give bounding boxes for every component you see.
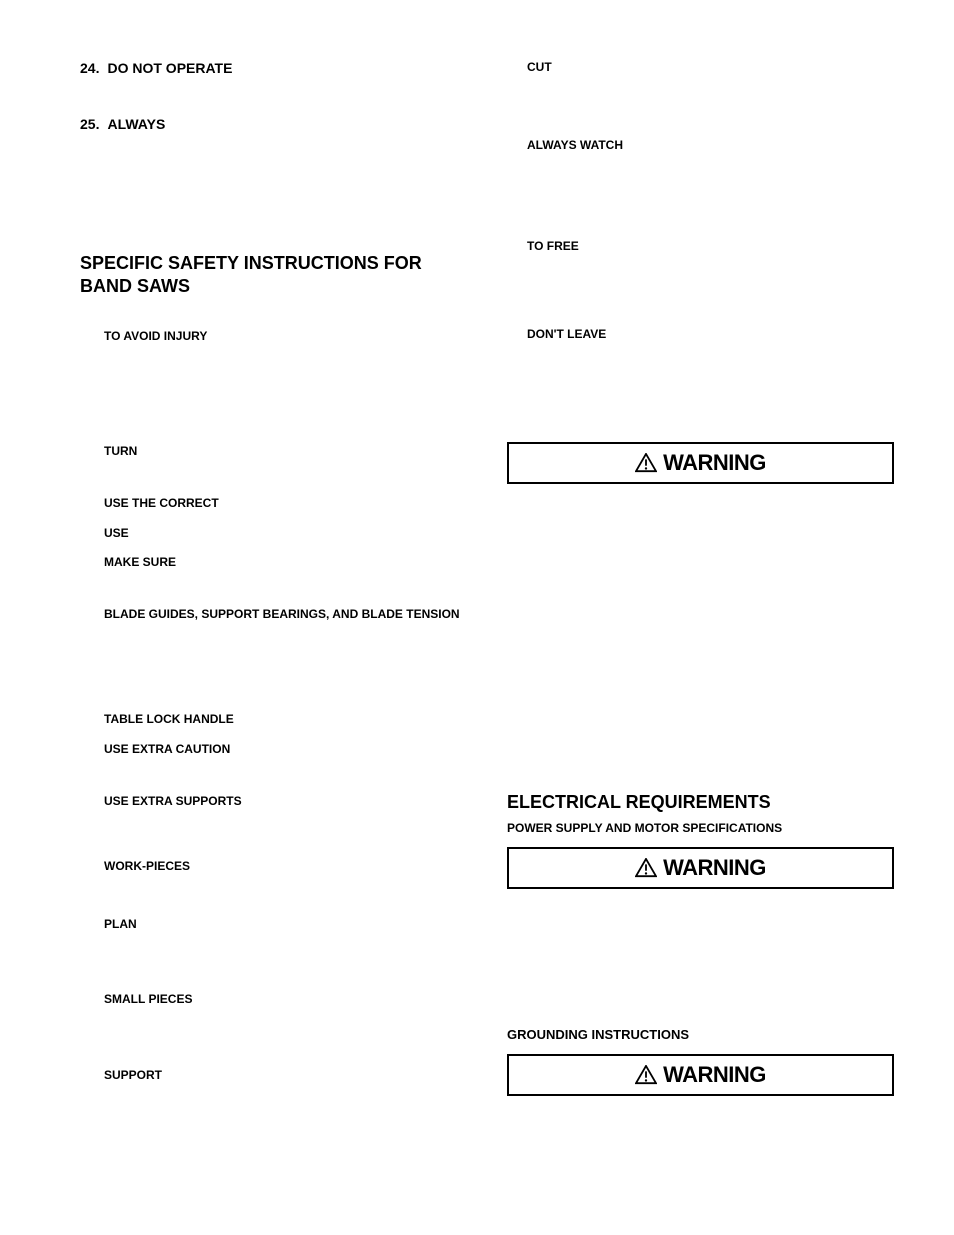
bullet-item: MAKE SURE (104, 555, 467, 571)
bullet-item: USE (104, 526, 467, 542)
bullet-item: PLAN (104, 917, 467, 933)
warning-triangle-icon (635, 453, 657, 473)
warning-box: WARNING (507, 1054, 894, 1096)
item-label: ALWAYS (107, 116, 165, 132)
warning-box: WARNING (507, 442, 894, 484)
item-number: 25. (80, 116, 99, 132)
bullet-item: USE EXTRA CAUTION (104, 742, 467, 758)
bullet-item: BLADE GUIDES, SUPPORT BEARINGS, AND BLAD… (104, 607, 467, 623)
warning-label: WARNING (663, 855, 766, 881)
bullet-item: SUPPORT (104, 1068, 467, 1084)
warning-label: WARNING (663, 1062, 766, 1088)
warning-box: WARNING (507, 847, 894, 889)
bullet-item: DON'T LEAVE (527, 327, 894, 343)
spacer (507, 492, 894, 792)
left-column: 24. DO NOT OPERATE 25. ALWAYS SPECIFIC S… (80, 60, 467, 1175)
spacer (80, 172, 467, 212)
bullet-item: TO FREE (527, 239, 894, 255)
grounding-heading: GROUNDING INSTRUCTIONS (507, 1027, 894, 1042)
item-label: DO NOT OPERATE (107, 60, 232, 76)
warning-triangle-icon (635, 858, 657, 878)
bullet-item: ALWAYS WATCH (527, 138, 894, 154)
bullet-item: TABLE LOCK HANDLE (104, 712, 467, 728)
item-number: 24. (80, 60, 99, 76)
warning-triangle-icon (635, 1065, 657, 1085)
numbered-item: 25. ALWAYS (80, 116, 467, 132)
power-supply-heading: POWER SUPPLY AND MOTOR SPECIFICATIONS (507, 821, 894, 835)
numbered-item: 24. DO NOT OPERATE (80, 60, 467, 76)
bullet-item: USE THE CORRECT (104, 496, 467, 512)
bullet-item: USE EXTRA SUPPORTS (104, 794, 467, 810)
bullet-item: CUT (527, 60, 894, 76)
bullet-item: TO AVOID INJURY (104, 329, 467, 345)
right-column: CUT ALWAYS WATCH TO FREE DON'T LEAVE WAR… (507, 60, 894, 1175)
document-page: 24. DO NOT OPERATE 25. ALWAYS SPECIFIC S… (0, 0, 954, 1235)
section-heading: SPECIFIC SAFETY INSTRUCTIONS FOR BAND SA… (80, 252, 467, 299)
spacer (507, 897, 894, 1027)
warning-label: WARNING (663, 450, 766, 476)
bullet-item: TURN (104, 444, 467, 460)
electrical-heading: ELECTRICAL REQUIREMENTS (507, 792, 894, 813)
bullet-item: SMALL PIECES (104, 992, 467, 1008)
bullet-item: WORK-PIECES (104, 859, 467, 875)
